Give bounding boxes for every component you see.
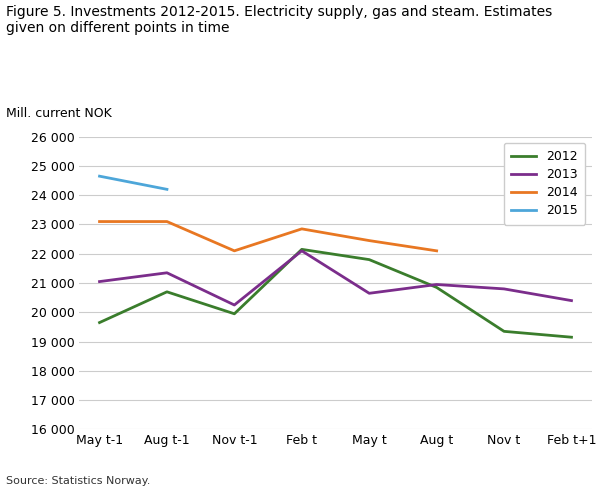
2012 xyxy=(163,289,171,295)
2013 xyxy=(500,286,508,292)
Line: 2012: 2012 xyxy=(99,249,572,337)
2013 xyxy=(298,248,306,254)
2012 xyxy=(96,320,103,325)
Line: 2015: 2015 xyxy=(99,176,167,189)
2013 xyxy=(231,302,238,308)
2012 xyxy=(568,334,575,340)
2014 xyxy=(163,219,171,224)
2012 xyxy=(500,328,508,334)
2012 xyxy=(298,246,306,252)
2012 xyxy=(365,257,373,263)
Legend: 2012, 2013, 2014, 2015: 2012, 2013, 2014, 2015 xyxy=(504,143,586,225)
Line: 2013: 2013 xyxy=(99,251,572,305)
2012 xyxy=(433,285,440,290)
2013 xyxy=(433,282,440,287)
2013 xyxy=(365,290,373,296)
Text: Source: Statistics Norway.: Source: Statistics Norway. xyxy=(6,476,151,486)
2013 xyxy=(568,298,575,304)
2015 xyxy=(163,186,171,192)
2014 xyxy=(96,219,103,224)
2013 xyxy=(96,279,103,285)
Line: 2014: 2014 xyxy=(99,222,437,251)
2015 xyxy=(96,173,103,179)
2014 xyxy=(231,248,238,254)
2014 xyxy=(433,248,440,254)
Text: Mill. current NOK: Mill. current NOK xyxy=(6,106,112,120)
2014 xyxy=(298,226,306,232)
2014 xyxy=(365,238,373,244)
Text: Figure 5. Investments 2012-2015. Electricity supply, gas and steam. Estimates
gi: Figure 5. Investments 2012-2015. Electri… xyxy=(6,5,552,35)
2012 xyxy=(231,311,238,317)
2013 xyxy=(163,270,171,276)
